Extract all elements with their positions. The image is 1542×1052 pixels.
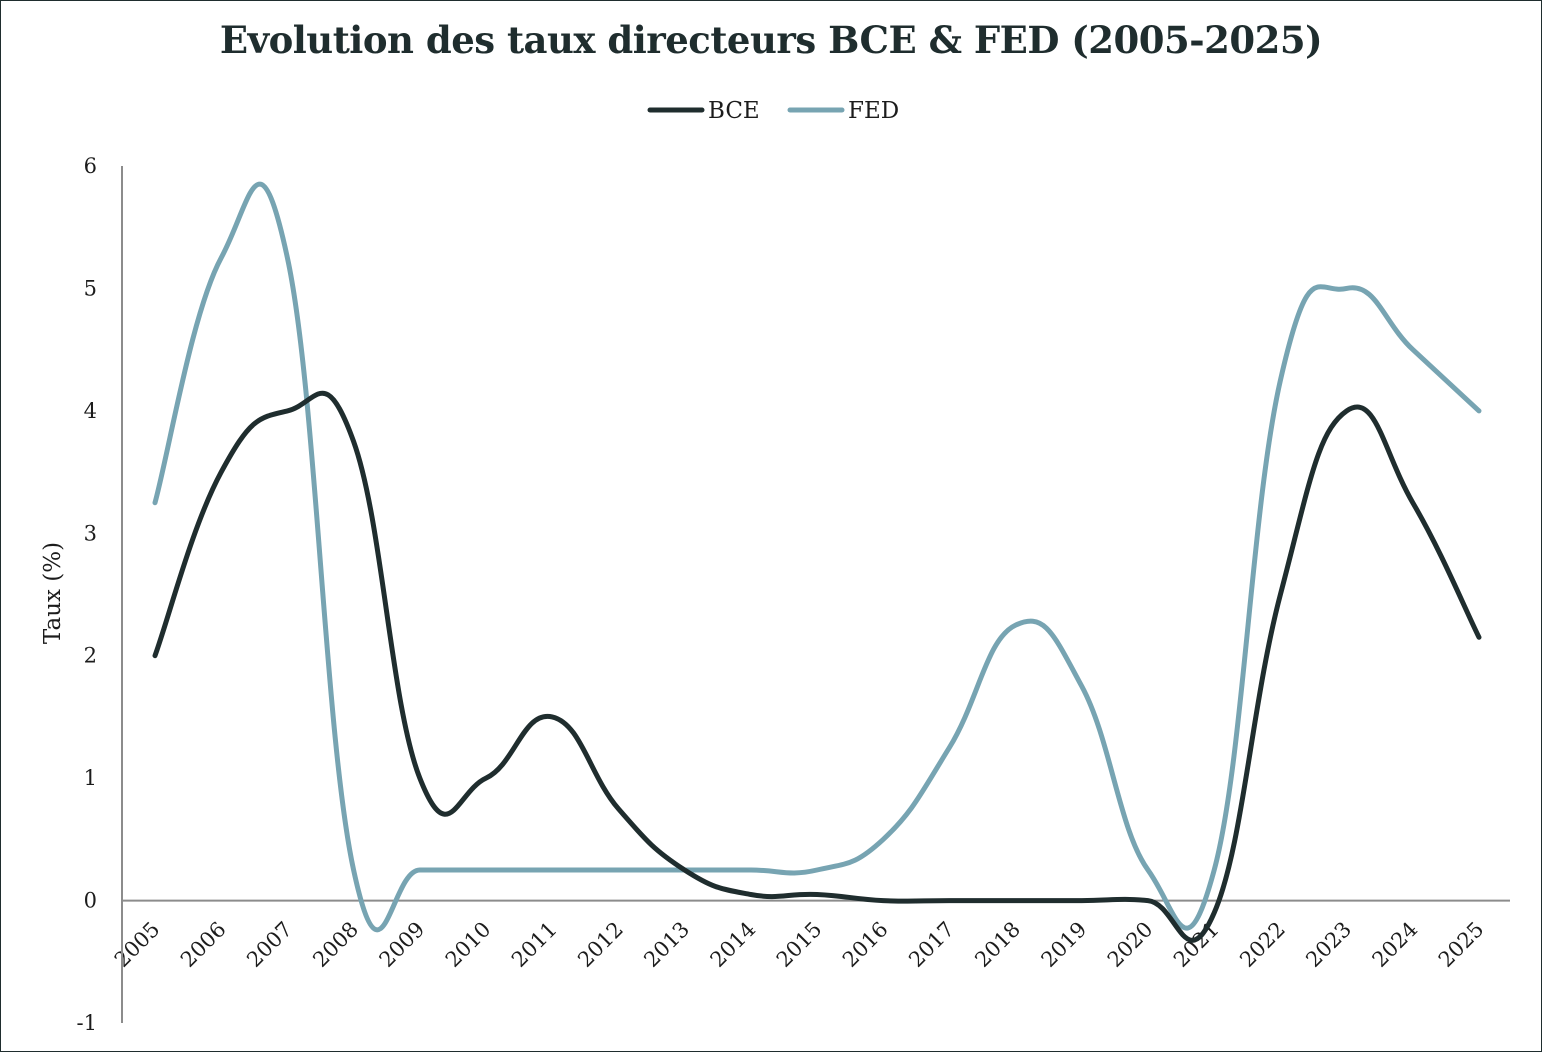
x-tick-label: 2025 [1434, 917, 1489, 972]
x-tick-label: 2016 [838, 917, 893, 972]
y-tick-label: -1 [77, 1011, 97, 1035]
y-tick-label: 4 [84, 399, 97, 423]
legend: BCE FED [647, 98, 899, 124]
x-tick-label: 2014 [706, 917, 761, 972]
legend-label-bce: BCE [708, 98, 760, 124]
x-tick-label: 2019 [1037, 917, 1092, 972]
x-tick-label: 2011 [507, 917, 562, 972]
y-tick-label: 5 [84, 276, 97, 300]
y-tick-label: 3 [84, 521, 97, 545]
series-line-bce [152, 390, 1482, 943]
x-tick-label: 2022 [1235, 917, 1290, 972]
x-tick-label: 2012 [573, 917, 628, 972]
x-tick-label: 2010 [441, 917, 496, 972]
y-tick-label: 2 [84, 644, 97, 668]
y-tick-label: 1 [84, 766, 97, 790]
x-tick-label: 2005 [110, 917, 165, 972]
series-layer [152, 181, 1482, 943]
chart-title: Evolution des taux directeurs BCE & FED … [219, 18, 1323, 62]
x-axis-ticks: 2005 2006 2007 2008 2009 2010 2011 2012 2013 2014… [110, 917, 1489, 972]
x-tick-label: 2018 [970, 917, 1025, 972]
x-tick-label: 2008 [308, 917, 363, 972]
x-tick-label: 2007 [242, 917, 297, 972]
series-line-fed [152, 181, 1482, 933]
x-tick-label: 2024 [1368, 917, 1423, 972]
legend-label-fed: FED [848, 98, 899, 124]
x-tick-label: 2020 [1103, 917, 1158, 972]
y-tick-label: 0 [84, 889, 97, 913]
x-tick-label: 2015 [772, 917, 827, 972]
x-tick-label: 2017 [904, 917, 959, 972]
y-tick-label: 6 [84, 154, 97, 178]
x-tick-label: 2013 [639, 917, 694, 972]
y-axis-ticks: -1 0 1 2 3 4 5 6 [77, 154, 97, 1035]
y-axis-title: Taux (%) [40, 542, 66, 644]
x-tick-label: 2006 [176, 917, 231, 972]
x-tick-label: 2023 [1301, 917, 1356, 972]
